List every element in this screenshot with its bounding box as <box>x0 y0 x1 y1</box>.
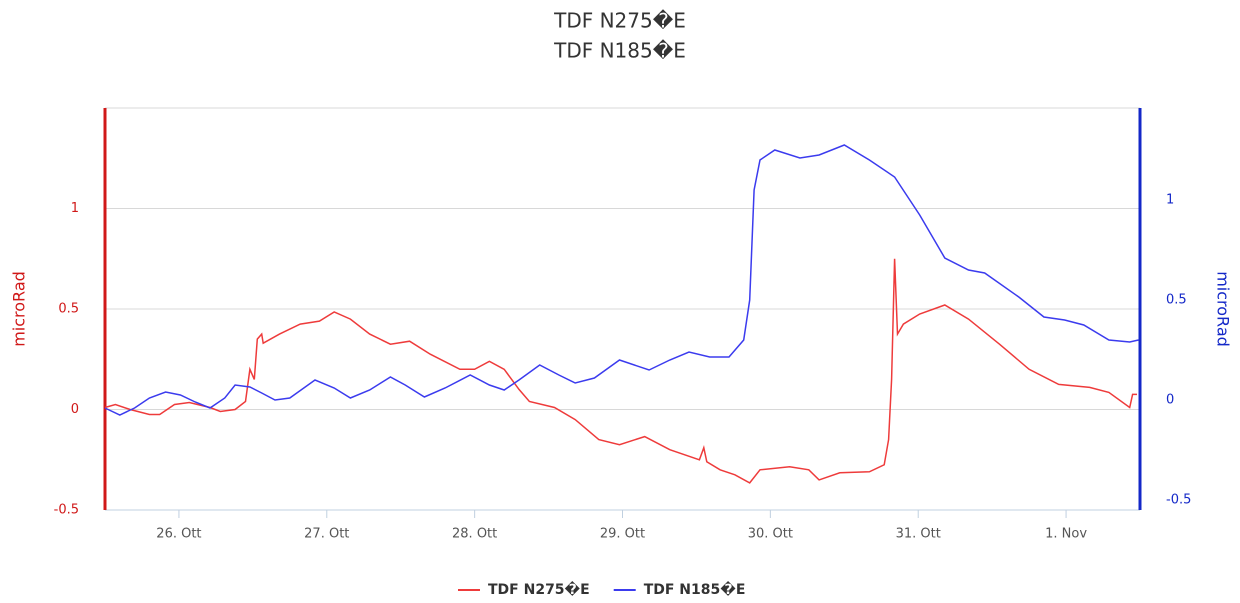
y2-axis-title: microRad <box>1214 271 1233 347</box>
y-tick-label: 0.5 <box>58 302 79 317</box>
chart-title: TDF N185�E <box>553 39 686 63</box>
y-tick-label: 1 <box>71 201 79 216</box>
y2-tick-label: -0.5 <box>1166 493 1191 508</box>
y-tick-label: 0 <box>71 402 79 417</box>
series-line <box>104 258 1137 484</box>
y2-tick-label: 0 <box>1166 393 1174 408</box>
x-tick-label: 31. Ott <box>896 527 941 542</box>
legend-label: TDF N275�E <box>488 581 590 598</box>
series-line <box>104 144 1139 416</box>
x-tick-label: 28. Ott <box>452 527 497 542</box>
x-tick-label: 30. Ott <box>748 527 793 542</box>
x-tick-label: 29. Ott <box>600 527 645 542</box>
y2-tick-label: 1 <box>1166 193 1174 208</box>
x-tick-label: 26. Ott <box>156 527 201 542</box>
chart-title: TDF N275�E <box>553 9 686 33</box>
y-tick-label: -0.5 <box>54 503 79 518</box>
y2-tick-label: 0.5 <box>1166 293 1187 308</box>
legend-label: TDF N185�E <box>644 581 746 598</box>
x-tick-label: 1. Nov <box>1045 527 1087 542</box>
y-axis-title: microRad <box>10 271 29 347</box>
x-tick-label: 27. Ott <box>304 527 349 542</box>
